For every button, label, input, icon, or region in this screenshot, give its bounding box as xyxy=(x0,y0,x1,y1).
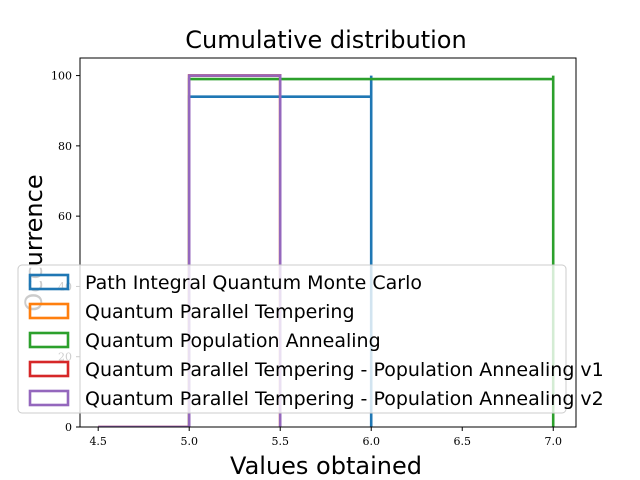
y-tick-label: 0 xyxy=(65,421,72,434)
x-tick-label: 6.5 xyxy=(453,435,471,448)
legend-swatch-3 xyxy=(28,331,70,349)
x-axis: 4.5 5.0 5.5 6.0 6.5 7.0 xyxy=(89,427,562,448)
legend-swatch-5 xyxy=(28,389,70,407)
y-tick-label: 80 xyxy=(58,140,72,153)
legend-swatch-4 xyxy=(28,360,70,378)
x-tick-label: 7.0 xyxy=(544,435,562,448)
legend-swatch-1 xyxy=(28,273,70,291)
plot-area xyxy=(79,57,577,428)
legend-label-1: Path Integral Quantum Monte Carlo xyxy=(85,272,422,294)
y-tick-label: 60 xyxy=(58,210,72,223)
legend-label-3: Quantum Population Annealing xyxy=(85,330,381,352)
plot-frame xyxy=(79,57,577,428)
legend-label-5: Quantum Parallel Tempering - Population … xyxy=(85,388,604,410)
legend-label-4: Quantum Parallel Tempering - Population … xyxy=(85,359,604,381)
x-axis-label: Values obtained xyxy=(230,452,422,480)
series-line-5 xyxy=(98,74,282,427)
y-tick-label: 100 xyxy=(51,70,72,83)
series-lines xyxy=(98,74,555,427)
legend-box xyxy=(17,264,567,414)
legend-label-2: Quantum Parallel Tempering xyxy=(85,301,355,323)
x-tick-label: 5.5 xyxy=(271,435,289,448)
chart-title: Cumulative distribution xyxy=(185,26,466,54)
x-tick-label: 5.0 xyxy=(180,435,198,448)
x-tick-label: 4.5 xyxy=(89,435,107,448)
legend-swatch-2 xyxy=(28,302,70,320)
legend: Path Integral Quantum Monte Carlo Quantum… xyxy=(17,264,604,414)
x-tick-label: 6.0 xyxy=(362,435,380,448)
